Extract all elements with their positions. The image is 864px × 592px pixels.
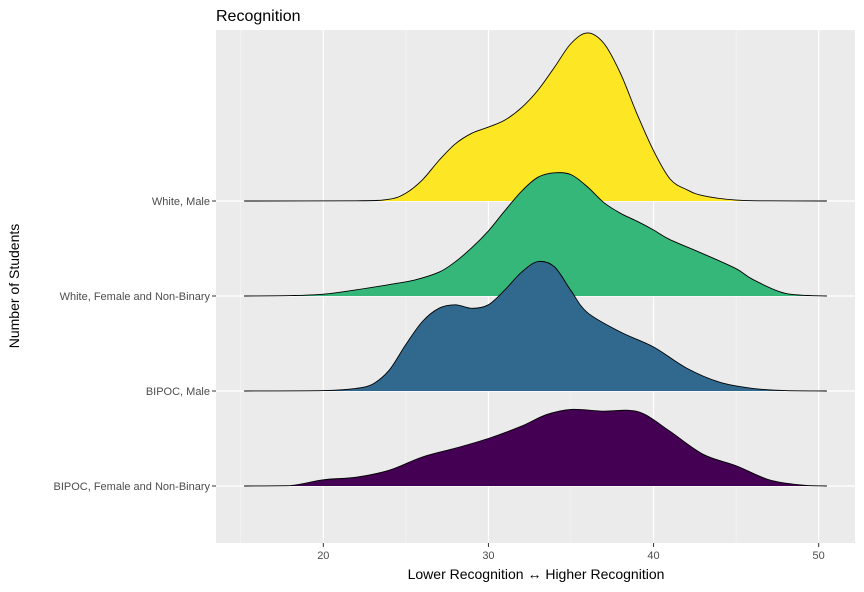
- x-axis-ticks: 20 30 40 50: [317, 543, 825, 562]
- ridge-fill: [244, 172, 827, 296]
- chart-title: Recognition: [216, 8, 301, 25]
- ridges: [244, 32, 827, 487]
- y-tick-label: BIPOC, Male: [146, 386, 210, 398]
- ridge-bipoc-male: [244, 260, 827, 392]
- ridge-white-male: [244, 32, 827, 202]
- x-tick-label: 30: [482, 550, 494, 562]
- x-axis-title: Lower Recognition ↔ Higher Recognition: [408, 566, 665, 582]
- y-axis-title: Number of Students: [6, 224, 22, 349]
- ridge-bipoc-female-and-non-binary: [244, 408, 827, 487]
- x-tick-label: 50: [813, 550, 825, 562]
- ridge-fill: [244, 32, 827, 202]
- ridge-white-female-and-non-binary: [244, 172, 827, 297]
- y-tick-label: White, Female and Non-Binary: [60, 291, 211, 303]
- ridge-outline: [244, 408, 827, 487]
- ridge-fill: [244, 409, 827, 486]
- y-tick-label: BIPOC, Female and Non-Binary: [53, 481, 210, 493]
- ridge-outline: [244, 32, 827, 202]
- y-axis-ticks: BIPOC, Female and Non-Binary BIPOC, Male W…: [53, 196, 216, 493]
- ridge-fill: [244, 261, 827, 391]
- x-tick-label: 20: [317, 550, 329, 562]
- y-tick-label: White, Male: [152, 196, 210, 208]
- ridge-outline: [244, 172, 827, 297]
- ridge-outline: [244, 260, 827, 392]
- x-tick-label: 40: [647, 550, 659, 562]
